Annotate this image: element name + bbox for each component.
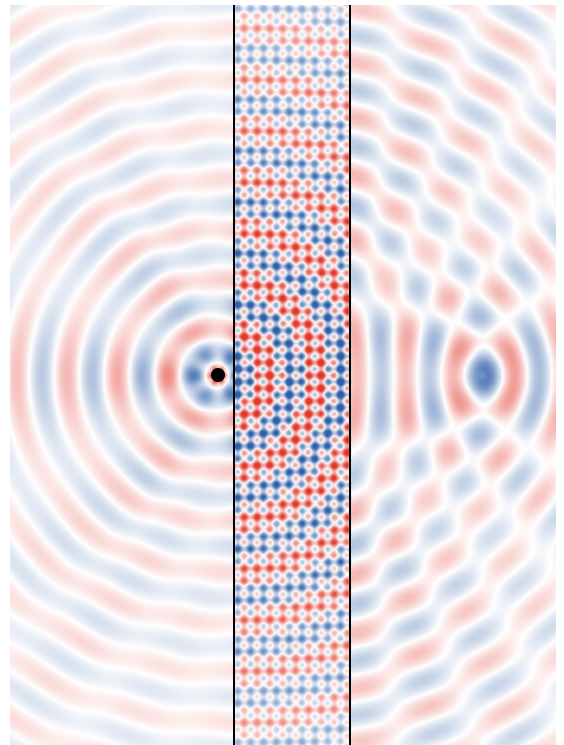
point-source-marker (211, 368, 225, 382)
slab-boundaries (211, 5, 351, 745)
wave-field-heatmap (10, 5, 556, 745)
